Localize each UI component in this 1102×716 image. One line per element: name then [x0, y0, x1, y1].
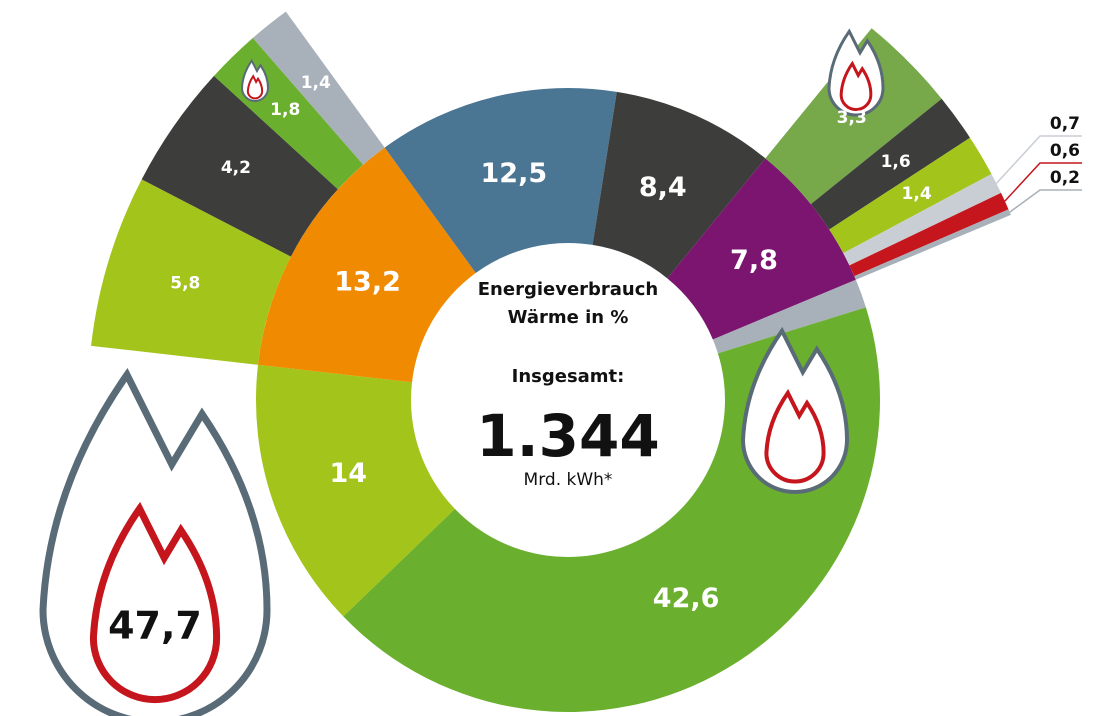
breakdown-segment — [810, 98, 971, 230]
value-label: 0,2 — [1050, 168, 1080, 188]
value-label: 1,8 — [270, 100, 300, 120]
flame-icon-inner — [839, 60, 873, 112]
donut-segment — [255, 364, 455, 617]
value-label: 42,6 — [653, 583, 720, 614]
donut-segment — [384, 88, 617, 273]
value-label: 1,6 — [881, 152, 911, 172]
breakdown-segment — [854, 209, 1011, 280]
flame-icon-inner — [89, 501, 221, 704]
value-label: 0,7 — [1050, 114, 1080, 134]
value-label: 7,8 — [730, 245, 778, 276]
total: 1.344 — [476, 402, 659, 470]
value-label: 3,3 — [837, 108, 867, 128]
total-unit: Mrd. kWh* — [524, 470, 613, 490]
donut-segment — [592, 91, 766, 279]
title-line: Wärme in % — [508, 307, 629, 328]
value-label: 4,2 — [221, 158, 251, 178]
value-label: 0,6 — [1050, 141, 1080, 161]
breakdown-segment — [252, 11, 385, 165]
breakdown-segment — [91, 179, 291, 365]
breakdown-segment — [829, 137, 992, 254]
value-label: 13,2 — [334, 267, 401, 298]
annotation: 47,7 — [108, 604, 202, 648]
breakdown-segment — [849, 192, 1009, 277]
subtitle: Insgesamt: — [512, 366, 625, 387]
value-label: 8,4 — [639, 172, 687, 203]
leader-line — [1009, 189, 1082, 213]
donut-segment — [257, 147, 476, 383]
value-label: 1,4 — [902, 184, 932, 204]
value-label: 5,8 — [170, 274, 200, 294]
leader-line — [995, 135, 1082, 184]
donut-segment — [712, 279, 866, 354]
title-line: Energieverbrauch — [478, 279, 658, 300]
flame-icon-inner — [246, 74, 264, 100]
value-label: 12,5 — [481, 158, 548, 189]
value-label: 14 — [329, 458, 367, 489]
flame-icon-inner — [764, 389, 826, 484]
donut-segment — [667, 158, 856, 340]
breakdown-segment — [141, 75, 338, 257]
leader-line — [1004, 162, 1082, 202]
breakdown-segment — [843, 174, 1002, 266]
value-label: 1,4 — [301, 73, 331, 93]
